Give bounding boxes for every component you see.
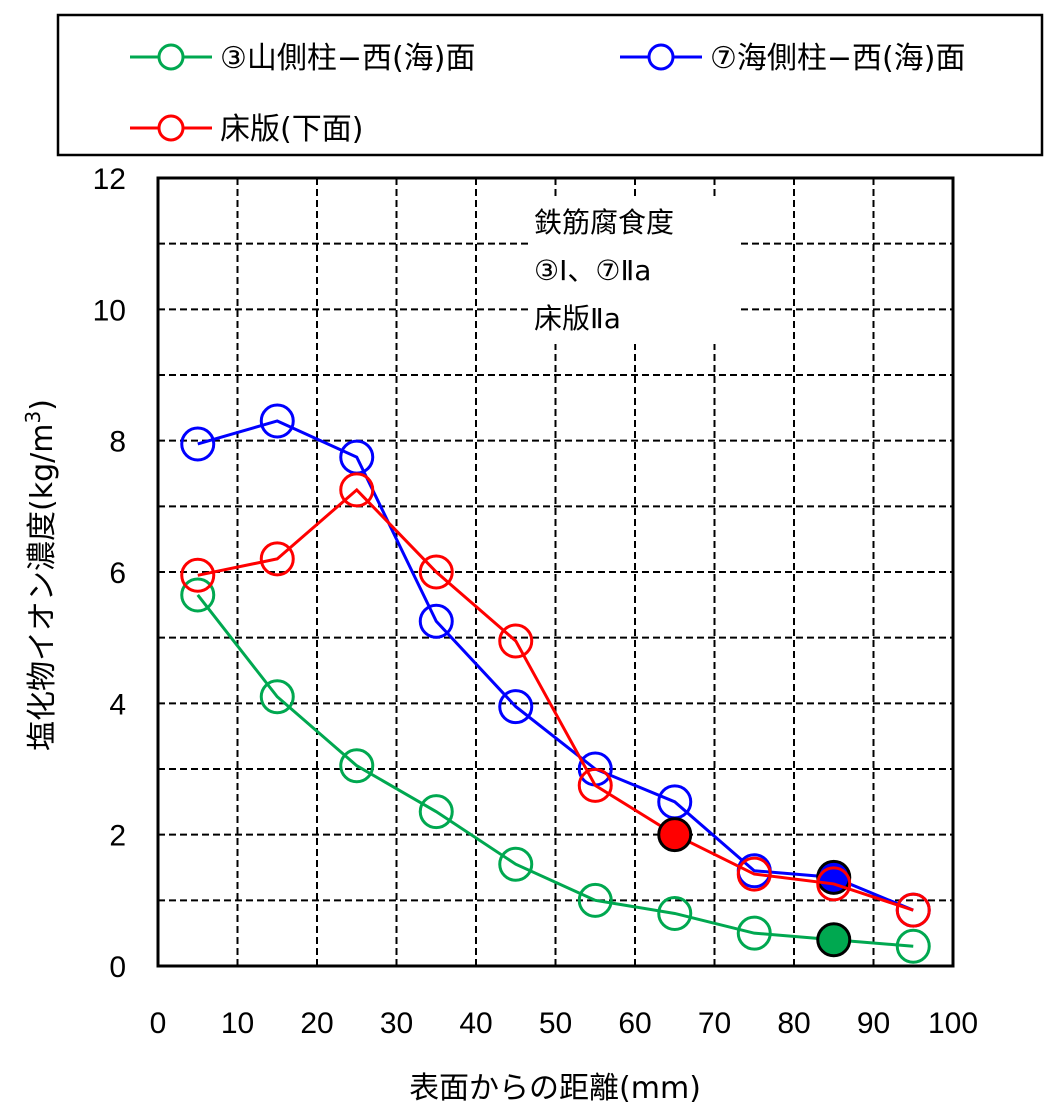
data-point	[180, 426, 216, 462]
data-point	[895, 892, 931, 928]
tick-labels: 0 10 20 30 40 50 60 70 80 90 100 0 2 4 6 8 10 12	[93, 163, 978, 1040]
data-point	[339, 472, 375, 508]
series-1	[180, 577, 931, 964]
x-tick-label: 100	[928, 1007, 978, 1040]
x-tick-label: 80	[777, 1007, 810, 1040]
x-axis-label: 表面からの距離(mm)	[409, 1071, 701, 1106]
annotation-line: 鉄筋腐食度	[534, 206, 674, 239]
x-tick-label: 50	[539, 1007, 572, 1040]
annotation: 鉄筋腐食度 ③Ⅰ、⑦Ⅱa 床版Ⅱa	[528, 196, 738, 344]
y-tick-label: 2	[109, 820, 126, 853]
plot-frame	[156, 176, 955, 968]
x-tick-label: 20	[300, 1007, 333, 1040]
legend: ③山側柱−西(海)面 ⑦海側柱−西(海)面床版(下面)	[56, 13, 1044, 157]
data-point	[577, 882, 613, 918]
legend-entry-1: ③山側柱−西(海)面	[130, 41, 475, 76]
annotation-line: 床版Ⅱa	[534, 302, 621, 335]
data-point	[418, 603, 454, 639]
x-tick-label: 70	[698, 1007, 731, 1040]
y-tick-label: 8	[109, 426, 126, 459]
annotation-line: ③Ⅰ、⑦Ⅱa	[534, 254, 651, 287]
legend-marker	[157, 114, 185, 142]
y-axis-label: 塩化物イオン濃度(kg/m3)	[21, 399, 60, 751]
data-point	[259, 541, 295, 577]
legend-marker	[647, 43, 675, 71]
legend-marker	[157, 43, 185, 71]
legend-label: ③山側柱−西(海)面	[220, 41, 475, 76]
data-point	[259, 679, 295, 715]
y-tick-label: 0	[109, 951, 126, 984]
data-point	[816, 866, 852, 902]
data-point	[498, 623, 534, 659]
x-tick-label: 10	[221, 1007, 254, 1040]
x-tick-label: 30	[380, 1007, 413, 1040]
x-tick-label: 0	[150, 1007, 167, 1040]
x-tick-label: 40	[459, 1007, 492, 1040]
data-point	[657, 895, 693, 931]
data-point	[418, 554, 454, 590]
legend-frame	[56, 13, 1044, 157]
plot-area-border	[156, 176, 955, 968]
series-line	[197, 487, 914, 912]
series-layer	[180, 403, 931, 964]
legend-label: ⑦海側柱−西(海)面	[710, 41, 965, 76]
y-tick-label: 10	[93, 294, 126, 327]
data-point	[498, 846, 534, 882]
data-point	[180, 557, 216, 593]
data-point	[736, 915, 772, 951]
series-line	[197, 419, 914, 912]
y-tick-label: 6	[109, 557, 126, 590]
legend-entry-2: ⑦海側柱−西(海)面	[620, 41, 965, 76]
y-tick-label: 4	[109, 688, 126, 721]
highlight-point	[816, 922, 852, 958]
data-point	[339, 748, 375, 784]
data-point	[736, 856, 772, 892]
data-point	[895, 928, 931, 964]
data-point	[418, 794, 454, 830]
series-line	[196, 594, 914, 948]
legend-label: 床版(下面)	[220, 112, 363, 147]
data-point	[180, 577, 216, 613]
data-point	[498, 689, 534, 725]
x-tick-label: 90	[857, 1007, 890, 1040]
series-3	[180, 472, 931, 928]
data-point	[259, 403, 295, 439]
annotation-background	[528, 196, 738, 344]
x-tick-label: 60	[618, 1007, 651, 1040]
data-point	[577, 767, 613, 803]
legend-entry-3: 床版(下面)	[130, 112, 363, 147]
highlight-point	[657, 817, 693, 853]
y-tick-label: 12	[93, 163, 126, 196]
